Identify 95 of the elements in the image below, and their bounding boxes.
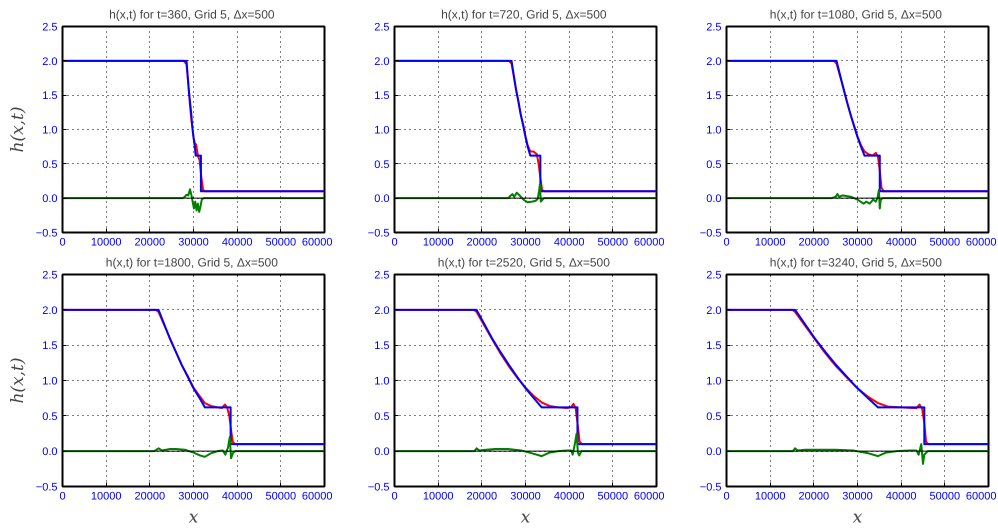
x-tick-label: 60000 bbox=[634, 490, 665, 502]
x-tick-label: 60000 bbox=[966, 490, 997, 502]
x-tick-label: 20000 bbox=[466, 490, 498, 502]
y-axis-title: h(x,t) bbox=[8, 106, 28, 153]
y-tick-label: 2.0 bbox=[374, 304, 390, 317]
x-tick-label: 0 bbox=[391, 236, 398, 248]
x-tick-label: 40000 bbox=[222, 236, 252, 248]
x-tick-label: 0 bbox=[723, 236, 730, 248]
x-tick-label: 50000 bbox=[266, 236, 296, 248]
x-tick-label: 30000 bbox=[178, 490, 209, 502]
y-tick-label: 1.0 bbox=[42, 124, 58, 136]
x-tick-label: 60000 bbox=[302, 236, 333, 248]
y-tick-label: −0.5 bbox=[368, 482, 390, 494]
y-tick-label: 0.5 bbox=[374, 410, 390, 423]
y-tick-label: 0.0 bbox=[706, 193, 722, 206]
y-tick-label: 1.5 bbox=[374, 340, 390, 352]
y-tick-label: 0.5 bbox=[42, 158, 58, 171]
x-tick-label: 20000 bbox=[466, 236, 498, 248]
x-tick-label: 40000 bbox=[554, 490, 584, 502]
y-tick-label: −0.5 bbox=[36, 482, 58, 494]
y-tick-label: −0.5 bbox=[36, 228, 58, 240]
y-tick-label: 1.0 bbox=[706, 376, 722, 388]
x-tick-label: 30000 bbox=[178, 236, 209, 248]
x-tick-label: 50000 bbox=[266, 490, 296, 502]
x-axis-title: x bbox=[520, 508, 531, 528]
x-tick-label: 50000 bbox=[598, 490, 628, 502]
y-tick-label: −0.5 bbox=[700, 482, 722, 494]
x-axis-title: x bbox=[188, 508, 199, 528]
x-tick-label: 10000 bbox=[90, 236, 122, 248]
y-tick-label: 2.0 bbox=[706, 304, 722, 317]
y-tick-label: 1.5 bbox=[706, 340, 722, 352]
chart-title: h(x,t) for t=2520, Grid 5, Δx=500 bbox=[438, 256, 610, 270]
chart-title: h(x,t) for t=360, Grid 5, Δx=500 bbox=[109, 8, 275, 22]
x-tick-label: 0 bbox=[391, 490, 398, 502]
x-tick-label: 10000 bbox=[422, 490, 454, 502]
x-tick-label: 10000 bbox=[90, 490, 122, 502]
x-tick-label: 20000 bbox=[798, 236, 830, 248]
y-tick-label: 2.5 bbox=[374, 22, 390, 34]
x-tick-label: 30000 bbox=[510, 490, 541, 502]
y-tick-label: −0.5 bbox=[368, 228, 390, 240]
y-tick-label: 2.5 bbox=[706, 22, 722, 34]
y-tick-label: 0.0 bbox=[42, 446, 58, 458]
x-tick-label: 60000 bbox=[302, 490, 333, 502]
x-tick-label: 10000 bbox=[422, 236, 454, 248]
chart-title: h(x,t) for t=720, Grid 5, Δx=500 bbox=[441, 8, 607, 22]
y-tick-label: 2.5 bbox=[42, 270, 58, 282]
y-tick-label: 1.0 bbox=[374, 376, 390, 388]
y-tick-label: 2.0 bbox=[374, 56, 390, 68]
y-tick-label: 1.5 bbox=[42, 90, 58, 102]
y-axis-title: h(x,t) bbox=[8, 357, 28, 404]
x-tick-label: 20000 bbox=[134, 236, 166, 248]
x-tick-label: 60000 bbox=[634, 236, 665, 248]
y-tick-label: 0.5 bbox=[706, 410, 722, 423]
y-tick-label: 0.5 bbox=[374, 158, 390, 171]
x-tick-label: 0 bbox=[723, 490, 730, 502]
y-tick-label: −0.5 bbox=[700, 228, 722, 240]
y-tick-label: 0.0 bbox=[374, 446, 390, 458]
x-tick-label: 50000 bbox=[598, 236, 628, 248]
y-tick-label: 2.0 bbox=[42, 304, 58, 317]
x-tick-label: 40000 bbox=[554, 236, 584, 248]
x-tick-label: 20000 bbox=[798, 490, 830, 502]
y-tick-label: 0.5 bbox=[706, 158, 722, 171]
x-axis-title: x bbox=[852, 508, 863, 528]
chart-title: h(x,t) for t=1800, Grid 5, Δx=500 bbox=[106, 256, 278, 270]
x-tick-label: 30000 bbox=[510, 236, 541, 248]
x-tick-label: 60000 bbox=[966, 236, 997, 248]
y-tick-label: 1.0 bbox=[42, 376, 58, 388]
y-tick-label: 0.0 bbox=[374, 193, 390, 206]
y-tick-label: 2.5 bbox=[374, 270, 390, 282]
chart-title: h(x,t) for t=3240, Grid 5, Δx=500 bbox=[770, 256, 942, 270]
y-tick-label: 1.5 bbox=[374, 90, 390, 102]
x-tick-label: 40000 bbox=[886, 236, 916, 248]
x-tick-label: 10000 bbox=[754, 236, 786, 248]
y-tick-label: 2.0 bbox=[42, 56, 58, 68]
x-tick-label: 40000 bbox=[886, 490, 916, 502]
y-tick-label: 2.0 bbox=[706, 56, 722, 68]
x-tick-label: 30000 bbox=[842, 490, 873, 502]
x-tick-label: 10000 bbox=[754, 490, 786, 502]
x-tick-label: 40000 bbox=[222, 490, 252, 502]
y-tick-label: 1.0 bbox=[374, 124, 390, 136]
y-tick-label: 0.0 bbox=[42, 193, 58, 206]
chart-title: h(x,t) for t=1080, Grid 5, Δx=500 bbox=[770, 8, 942, 22]
x-tick-label: 0 bbox=[59, 236, 66, 248]
y-tick-label: 0.0 bbox=[706, 446, 722, 458]
x-tick-label: 0 bbox=[59, 490, 66, 502]
y-tick-label: 2.5 bbox=[706, 270, 722, 282]
y-tick-label: 1.0 bbox=[706, 124, 722, 136]
x-tick-label: 50000 bbox=[930, 236, 960, 248]
x-tick-label: 20000 bbox=[134, 490, 166, 502]
y-tick-label: 0.5 bbox=[42, 410, 58, 423]
y-tick-label: 1.5 bbox=[42, 340, 58, 352]
x-tick-label: 50000 bbox=[930, 490, 960, 502]
y-tick-label: 2.5 bbox=[42, 22, 58, 34]
x-tick-label: 30000 bbox=[842, 236, 873, 248]
y-tick-label: 1.5 bbox=[706, 90, 722, 102]
